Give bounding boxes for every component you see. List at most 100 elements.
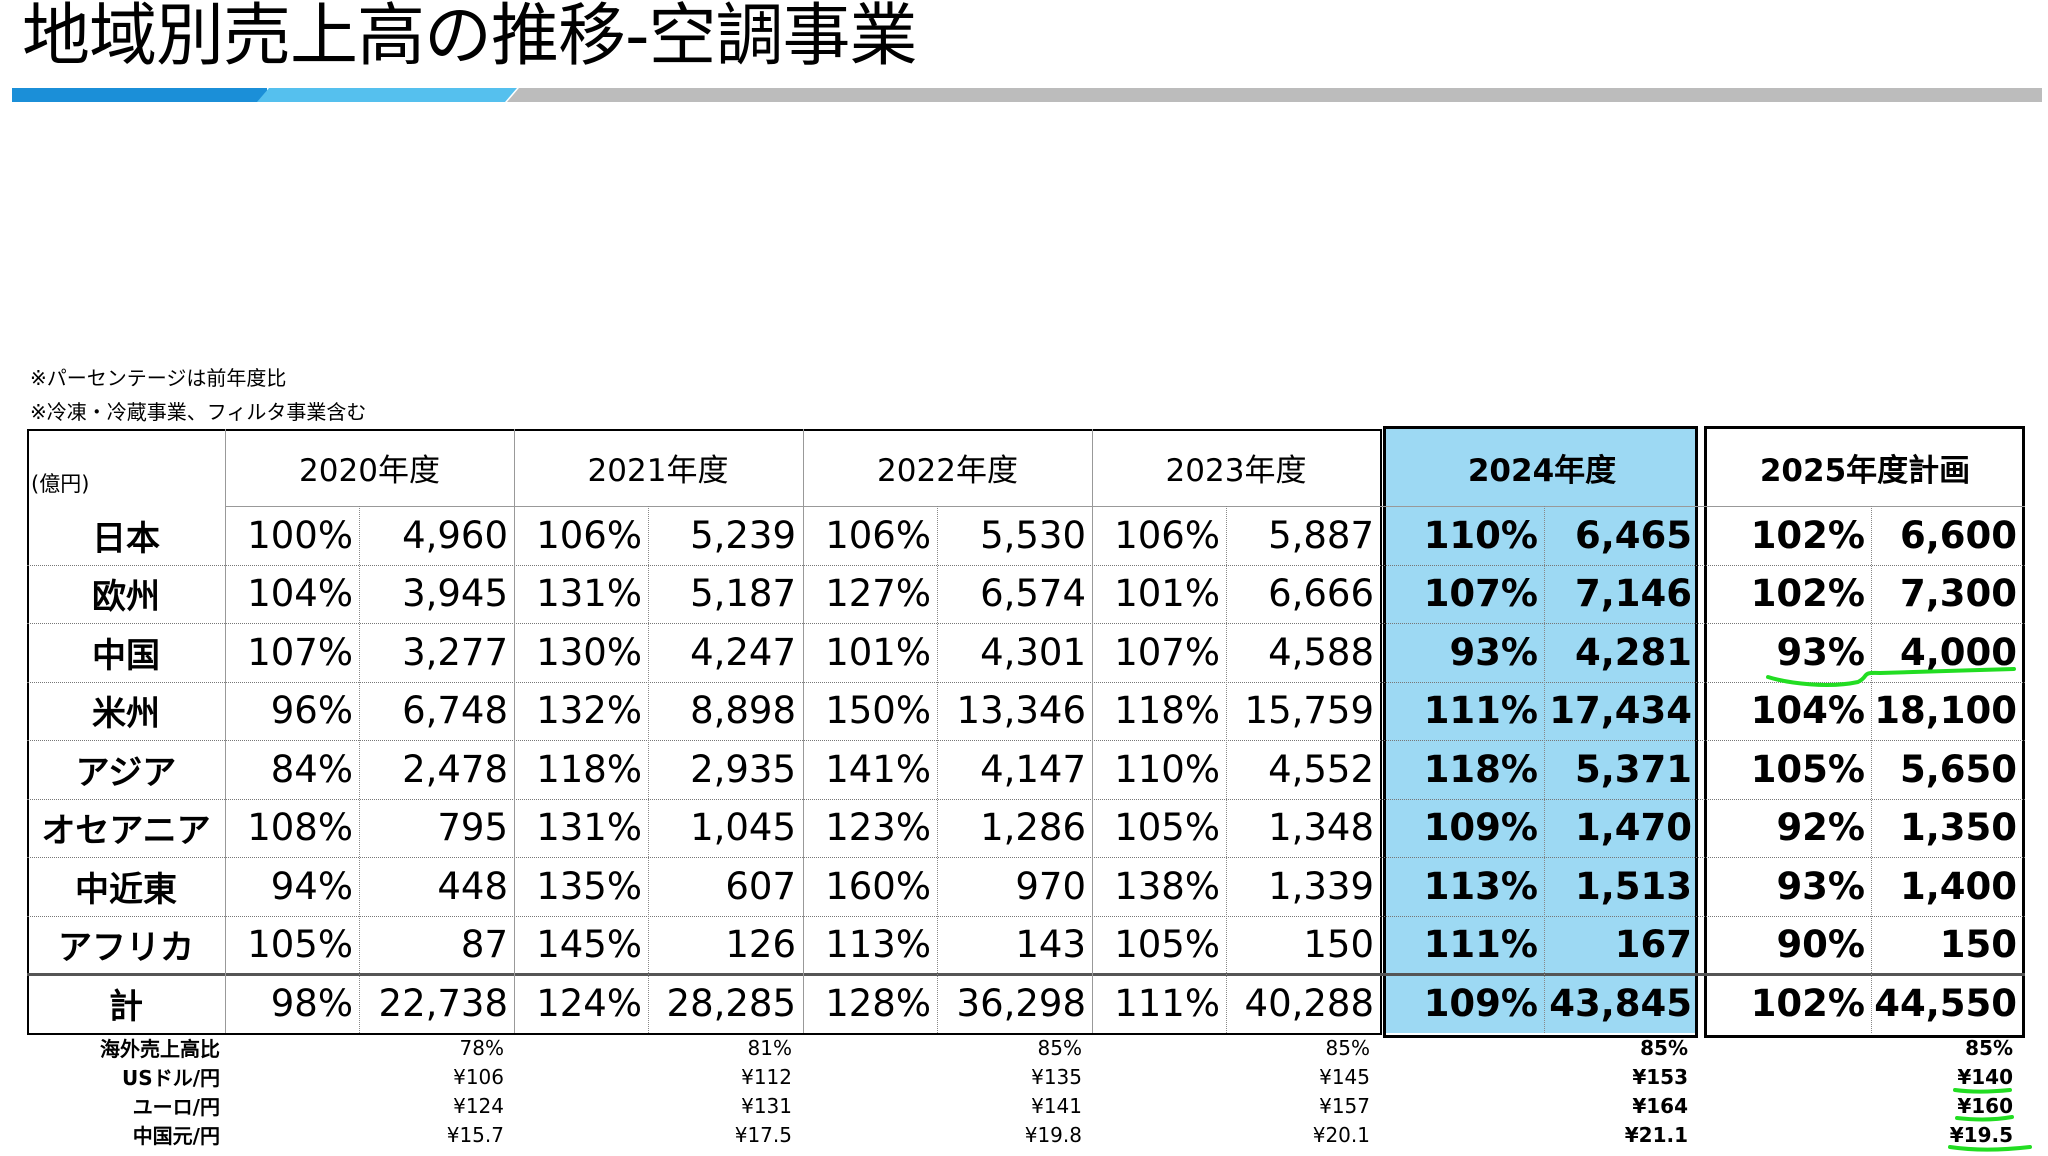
value-cell: 4,281 <box>1574 630 1692 674</box>
subcolumn-divider <box>1226 506 1227 1033</box>
value-cell: 40,288 <box>1244 981 1374 1025</box>
row-label: 中国 <box>92 635 160 676</box>
pct-cell: 108% <box>247 806 353 850</box>
pct-cell: 93% <box>1776 630 1865 674</box>
pct-cell: 94% <box>270 864 353 908</box>
value-cell: 87 <box>460 923 508 967</box>
value-cell: 607 <box>725 864 796 908</box>
subcolumn-divider <box>1871 506 1872 1033</box>
footer-value: ¥19.5 <box>1949 1122 2013 1147</box>
footer-value: ¥157 <box>1319 1093 1370 1118</box>
pct-cell: 84% <box>270 747 353 791</box>
row-divider <box>27 623 2025 624</box>
value-cell: 8,898 <box>690 689 796 733</box>
footer-value: ¥15.7 <box>446 1122 504 1147</box>
value-cell: 4,000 <box>1899 630 2017 674</box>
pct-cell: 106% <box>825 513 931 557</box>
value-cell: 143 <box>1015 923 1086 967</box>
value-cell: 6,600 <box>1899 513 2017 557</box>
pct-cell: 145% <box>536 923 642 967</box>
value-cell: 22,738 <box>378 981 508 1025</box>
subcolumn-divider <box>1544 506 1545 1033</box>
value-cell: 4,301 <box>980 630 1086 674</box>
row-label: アフリカ <box>58 928 194 969</box>
row-label: 中近東 <box>75 869 177 910</box>
value-cell: 448 <box>437 864 508 908</box>
pct-cell: 111% <box>1423 923 1538 967</box>
row-divider <box>27 915 2025 917</box>
pct-cell: 102% <box>1750 572 1865 616</box>
year-header: 2023年度 <box>1165 453 1307 489</box>
pct-cell: 96% <box>270 689 353 733</box>
column-divider <box>1092 429 1093 1033</box>
value-cell: 1,286 <box>980 806 1086 850</box>
pct-cell: 127% <box>825 572 931 616</box>
footer-value: ¥131 <box>741 1093 792 1118</box>
table-border-2025 <box>1704 426 2025 1038</box>
value-cell: 44,550 <box>1874 981 2017 1025</box>
pct-cell: 132% <box>536 689 642 733</box>
footer-label: 中国元/円 <box>132 1124 220 1148</box>
row-label: 日本 <box>92 518 160 559</box>
pct-cell: 92% <box>1776 806 1865 850</box>
pct-cell: 131% <box>536 572 642 616</box>
column-divider <box>225 429 226 1033</box>
title-underline-bar <box>12 88 2042 102</box>
footer-value: ¥21.1 <box>1624 1122 1688 1147</box>
value-cell: 5,187 <box>690 572 796 616</box>
footer-value: 85% <box>1037 1035 1082 1060</box>
pct-cell: 138% <box>1114 864 1220 908</box>
value-cell: 6,666 <box>1268 572 1374 616</box>
value-cell: 5,650 <box>1899 747 2017 791</box>
note-scope: ※冷凍・冷蔵事業、フィルタ事業含む <box>30 400 367 424</box>
value-cell: 1,513 <box>1574 864 1692 908</box>
subcolumn-divider <box>648 506 649 1033</box>
value-cell: 5,239 <box>690 513 796 557</box>
pct-cell: 118% <box>1114 689 1220 733</box>
pct-cell: 101% <box>825 630 931 674</box>
value-cell: 6,574 <box>980 572 1086 616</box>
column-divider <box>514 429 515 1033</box>
pct-cell: 90% <box>1776 923 1865 967</box>
pct-cell: 111% <box>1423 689 1538 733</box>
value-cell: 6,465 <box>1574 513 1692 557</box>
footer-value: ¥141 <box>1031 1093 1082 1118</box>
value-cell: 3,277 <box>402 630 508 674</box>
footer-value: ¥145 <box>1319 1064 1370 1089</box>
row-label: 欧州 <box>92 577 160 618</box>
row-divider <box>27 857 2025 858</box>
pct-cell: 101% <box>1114 572 1220 616</box>
row-divider <box>27 740 2025 741</box>
pct-cell: 118% <box>536 747 642 791</box>
value-cell: 7,300 <box>1899 572 2017 616</box>
footer-value: ¥140 <box>1957 1064 2013 1089</box>
row-divider <box>27 564 2025 566</box>
pct-cell: 106% <box>536 513 642 557</box>
value-cell: 6,748 <box>402 689 508 733</box>
row-label: アジア <box>75 752 177 793</box>
value-cell: 5,371 <box>1574 747 1692 791</box>
footer-value: ¥135 <box>1031 1064 1082 1089</box>
pct-cell: 109% <box>1423 806 1538 850</box>
footer-value: ¥164 <box>1632 1093 1688 1118</box>
page-title: 地域別売上高の推移-空調事業 <box>22 0 918 76</box>
title-bar-dark-segment <box>12 88 267 102</box>
pct-cell: 141% <box>825 747 931 791</box>
year-header: 2022年度 <box>877 453 1018 489</box>
year-header: 2021年度 <box>587 453 729 489</box>
row-label: 計 <box>109 986 143 1027</box>
value-cell: 4,960 <box>402 513 508 557</box>
pct-cell: 118% <box>1423 747 1538 791</box>
title-bar-gray-segment <box>507 88 2042 102</box>
footer-value: 85% <box>1325 1035 1370 1060</box>
pct-cell: 93% <box>1776 864 1865 908</box>
pct-cell: 105% <box>1114 923 1220 967</box>
unit-label: (億円) <box>31 472 90 496</box>
pct-cell: 104% <box>1750 689 1865 733</box>
pct-cell: 105% <box>1114 806 1220 850</box>
value-cell: 36,298 <box>956 981 1086 1025</box>
pct-cell: 106% <box>1114 513 1220 557</box>
pct-cell: 123% <box>825 806 931 850</box>
value-cell: 970 <box>1015 864 1086 908</box>
value-cell: 167 <box>1614 923 1692 967</box>
